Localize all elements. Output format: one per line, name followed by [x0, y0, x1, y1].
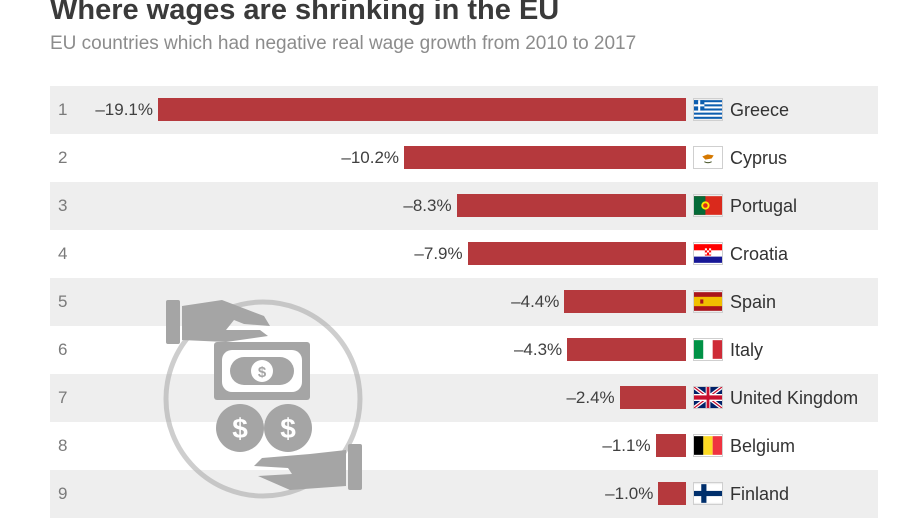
svg-text:$: $ [232, 413, 248, 444]
chart-title: Where wages are shrinking in the EU [50, 0, 560, 26]
rank-label: 4 [58, 244, 68, 263]
bar-spain [564, 290, 686, 313]
country-label: Portugal [730, 196, 798, 216]
country-label: Greece [730, 100, 790, 120]
country-label: Croatia [730, 244, 789, 264]
value-label: –10.2% [341, 148, 400, 167]
chart-row: 2 –10.2% Cyprus [50, 134, 878, 182]
bar-belgium [655, 434, 686, 457]
country-label: United Kingdom [730, 388, 859, 408]
bar-italy [567, 338, 686, 361]
croatia-flag-icon [694, 243, 722, 264]
rank-label: 5 [58, 292, 68, 311]
rank-label: 9 [58, 484, 68, 503]
bar-united-kingdom [619, 386, 686, 409]
value-label: –2.4% [566, 388, 615, 407]
belgium-flag-icon [694, 435, 722, 456]
country-label: Finland [730, 484, 790, 504]
rank-label: 7 [58, 388, 68, 407]
bar-finland [658, 482, 686, 505]
chart-row: 1 –19.1% Greece [50, 86, 878, 134]
united-kingdom-flag-icon [694, 387, 722, 408]
bar-greece [158, 98, 686, 121]
chart-row: 8 –1.1% Belgium [50, 422, 878, 470]
country-label: Cyprus [730, 148, 788, 168]
value-label: –7.9% [414, 244, 463, 263]
greece-flag-icon [694, 99, 722, 120]
rank-label: 8 [58, 436, 68, 455]
value-label: –1.0% [605, 484, 654, 503]
country-label: Italy [730, 340, 764, 360]
finland-flag-icon [694, 483, 722, 504]
rank-label: 2 [58, 148, 68, 167]
value-label: –4.3% [513, 340, 563, 359]
chart-row: 6 –4.3% Italy [50, 326, 878, 374]
hands-money-icon: $ $ $ [163, 299, 363, 499]
chart-row: 3 –8.3% Portugal [50, 182, 878, 230]
bar-cyprus [404, 146, 686, 169]
value-label: –1.1% [602, 436, 651, 455]
rank-label: 3 [58, 196, 68, 215]
italy-flag-icon [694, 339, 722, 360]
svg-text:$: $ [280, 413, 296, 444]
bar-portugal [456, 194, 686, 217]
rank-label: 6 [58, 340, 68, 359]
svg-text:$: $ [258, 364, 267, 381]
chart-row: 4 –7.9% Croatia [50, 230, 878, 278]
portugal-flag-icon [694, 195, 722, 216]
cyprus-flag-icon [694, 147, 722, 168]
chart-subtitle: EU countries which had negative real wag… [50, 33, 637, 54]
value-label: –4.4% [511, 292, 560, 311]
bar-croatia [467, 242, 686, 265]
chart-row: 7 –2.4% United Kingdom [50, 374, 878, 422]
rank-label: 1 [58, 100, 68, 119]
value-label: –19.1% [95, 100, 153, 119]
spain-flag-icon [694, 291, 722, 312]
country-label: Spain [730, 292, 777, 312]
value-label: –8.3% [403, 196, 452, 215]
country-label: Belgium [730, 436, 796, 456]
